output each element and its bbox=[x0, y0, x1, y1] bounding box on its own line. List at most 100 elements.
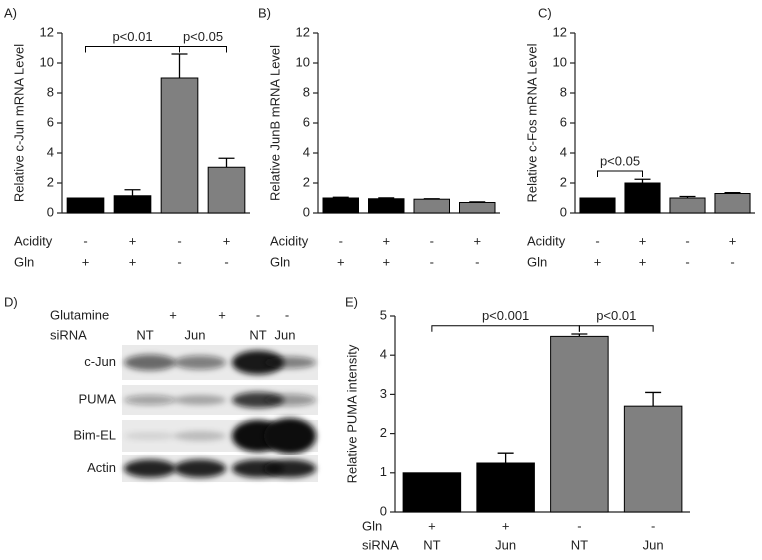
significance-label: p<0.05 bbox=[600, 153, 640, 168]
blot-band bbox=[232, 350, 284, 375]
blot-band bbox=[264, 418, 316, 454]
y-axis-label: Relative PUMA intensity bbox=[344, 344, 359, 483]
row-value: - bbox=[224, 254, 228, 269]
significance-bracket bbox=[179, 46, 227, 53]
y-tick-label: 4 bbox=[303, 144, 310, 159]
error-bar bbox=[469, 201, 486, 203]
y-tick-label: 8 bbox=[303, 84, 310, 99]
blot-band bbox=[124, 354, 176, 371]
error-bar bbox=[645, 391, 662, 407]
y-tick-label: 12 bbox=[296, 24, 310, 39]
row-label: Acidity bbox=[527, 233, 566, 248]
blot-band bbox=[264, 394, 316, 406]
blot-header-label: siRNA bbox=[50, 327, 87, 342]
row-value: - bbox=[83, 233, 87, 248]
blot-header-value: Jun bbox=[185, 327, 206, 342]
y-tick-label: 10 bbox=[40, 54, 54, 69]
row-value: - bbox=[651, 518, 655, 533]
row-value: + bbox=[428, 518, 436, 533]
error-bar bbox=[497, 452, 514, 463]
blot-band bbox=[124, 395, 176, 405]
blot-band-label: Actin bbox=[87, 460, 116, 475]
row-value: - bbox=[685, 233, 689, 248]
significance-label: p<0.05 bbox=[183, 29, 223, 44]
blot-band bbox=[174, 431, 226, 441]
blot-band bbox=[124, 432, 176, 440]
y-tick-label: 2 bbox=[560, 174, 567, 189]
blot-band bbox=[124, 459, 176, 478]
row-label: siRNA bbox=[362, 537, 399, 552]
blot-header-value: - bbox=[285, 307, 289, 322]
y-tick-label: 0 bbox=[560, 204, 567, 219]
y-tick-label: 4 bbox=[47, 144, 54, 159]
bar bbox=[476, 462, 535, 513]
row-value: - bbox=[339, 233, 343, 248]
significance-label: p<0.001 bbox=[482, 308, 529, 323]
y-tick-label: 0 bbox=[303, 204, 310, 219]
row-value: - bbox=[430, 233, 434, 248]
significance-bracket bbox=[597, 170, 643, 177]
y-tick-label: 12 bbox=[553, 24, 567, 39]
bar bbox=[368, 198, 405, 214]
row-value: + bbox=[473, 233, 481, 248]
row-value: + bbox=[223, 233, 231, 248]
significance-bracket bbox=[85, 46, 180, 53]
row-value: NT bbox=[571, 537, 588, 552]
row-value: + bbox=[502, 518, 510, 533]
row-value: + bbox=[639, 254, 647, 269]
y-tick-label: 0 bbox=[380, 503, 387, 518]
blot-band bbox=[264, 356, 316, 369]
row-value: - bbox=[730, 254, 734, 269]
row-value: + bbox=[729, 233, 737, 248]
significance-label: p<0.01 bbox=[112, 29, 152, 44]
bar bbox=[207, 166, 246, 214]
y-tick-label: 8 bbox=[47, 84, 54, 99]
row-value: + bbox=[129, 254, 137, 269]
bar bbox=[579, 197, 616, 214]
row-value: Jun bbox=[495, 537, 516, 552]
y-tick-label: 6 bbox=[303, 114, 310, 129]
bar bbox=[459, 202, 496, 214]
blot-band bbox=[174, 459, 226, 478]
row-label: Acidity bbox=[270, 233, 309, 248]
y-axis-label: Relative c-Jun mRNA Level bbox=[11, 44, 26, 202]
error-bar bbox=[171, 53, 188, 78]
blot-band bbox=[174, 355, 226, 370]
blot-band bbox=[264, 459, 316, 478]
row-label: Acidity bbox=[14, 233, 53, 248]
bar bbox=[160, 77, 199, 214]
y-tick-label: 2 bbox=[303, 174, 310, 189]
y-tick-label: 4 bbox=[560, 144, 567, 159]
panel-label: C) bbox=[538, 5, 552, 20]
y-tick-label: 6 bbox=[560, 114, 567, 129]
row-label: Gln bbox=[14, 254, 34, 269]
y-tick-label: 1 bbox=[380, 464, 387, 479]
y-tick-label: 10 bbox=[553, 54, 567, 69]
row-value: - bbox=[595, 233, 599, 248]
row-value: + bbox=[82, 254, 90, 269]
error-bar bbox=[724, 191, 741, 194]
row-value: - bbox=[430, 254, 434, 269]
bar bbox=[402, 472, 462, 513]
error-bar bbox=[378, 197, 395, 199]
row-value: + bbox=[639, 233, 647, 248]
bar bbox=[413, 198, 450, 214]
error-bar bbox=[571, 333, 588, 337]
row-value: NT bbox=[423, 537, 440, 552]
y-tick-label: 8 bbox=[560, 84, 567, 99]
blot-band bbox=[174, 395, 226, 405]
blot-band-label: PUMA bbox=[78, 391, 116, 406]
y-axis-label: Relative JunB mRNA Level bbox=[267, 45, 282, 201]
row-value: - bbox=[685, 254, 689, 269]
blot-header-value: - bbox=[256, 307, 260, 322]
blot-band-label: c-Jun bbox=[84, 354, 116, 369]
blot-header-value: Jun bbox=[275, 327, 296, 342]
blot-header-value: NT bbox=[136, 327, 153, 342]
bar bbox=[113, 195, 152, 214]
y-tick-label: 0 bbox=[47, 204, 54, 219]
row-label: Gln bbox=[527, 254, 547, 269]
row-value: - bbox=[577, 518, 581, 533]
y-tick-label: 2 bbox=[380, 425, 387, 440]
bar bbox=[714, 193, 751, 214]
row-value: + bbox=[594, 254, 602, 269]
